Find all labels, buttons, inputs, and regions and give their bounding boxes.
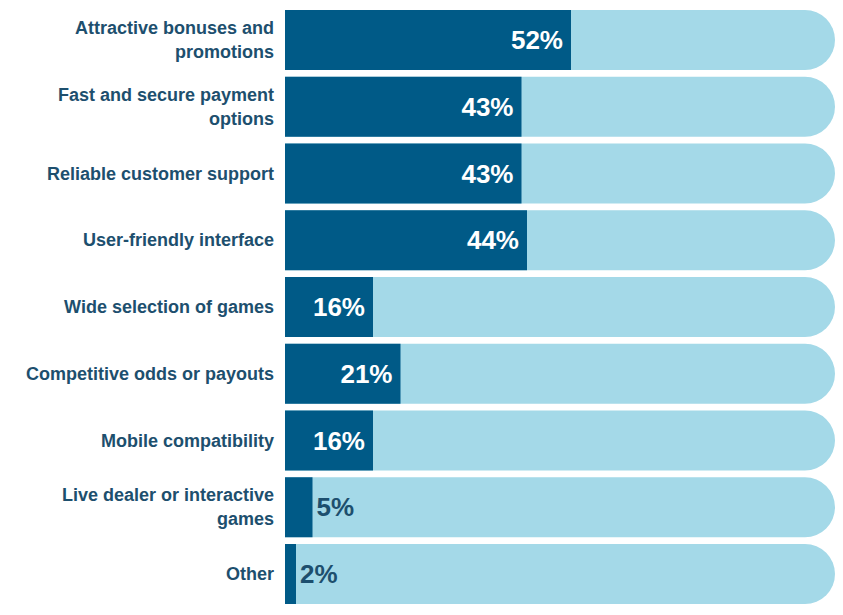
- category-label-text: Fast and secure payment options: [0, 83, 274, 131]
- bar-track: [285, 144, 835, 204]
- category-label: Mobile compatibility: [0, 411, 274, 471]
- data-label: 16%: [313, 292, 365, 322]
- data-label: 44%: [467, 225, 519, 255]
- data-label: 16%: [313, 426, 365, 456]
- bar: [285, 144, 522, 204]
- bar-track: [285, 277, 835, 337]
- data-labels: 52% 43% 43% 44% 16% 21% 16% 5% 2%: [300, 25, 563, 589]
- bar: [285, 10, 571, 70]
- bar: [285, 344, 401, 404]
- tracks: [285, 10, 835, 604]
- bar-track: [285, 10, 835, 70]
- bar: [285, 277, 373, 337]
- category-label: Wide selection of games: [0, 277, 274, 337]
- category-label-text: Live dealer or interactive games: [0, 483, 274, 531]
- bar: [285, 210, 527, 270]
- bar-track: [285, 411, 835, 471]
- category-label: Reliable customer support: [0, 144, 274, 204]
- category-label: Competitive odds or payouts: [0, 344, 274, 404]
- bar: [285, 477, 313, 537]
- data-label: 43%: [461, 92, 513, 122]
- data-label: 52%: [511, 25, 563, 55]
- bar-track: [285, 344, 835, 404]
- category-label-text: Reliable customer support: [47, 162, 274, 186]
- category-label: User-friendly interface: [0, 210, 274, 270]
- bar-track: [285, 210, 835, 270]
- data-label: 2%: [300, 559, 338, 589]
- bar-track: [285, 77, 835, 137]
- bar: [285, 77, 522, 137]
- data-label: 21%: [340, 359, 392, 389]
- category-label: Fast and secure payment options: [0, 77, 274, 137]
- category-label-text: User-friendly interface: [83, 228, 274, 252]
- chart-root: 52% 43% 43% 44% 16% 21% 16% 5% 2% Attractive bon…: [0, 0, 843, 615]
- data-label: 5%: [317, 492, 355, 522]
- bar-track: [285, 477, 835, 537]
- category-label-text: Wide selection of games: [64, 295, 274, 319]
- bar: [285, 544, 296, 604]
- bar: [285, 411, 373, 471]
- category-label: Attractive bonuses and promotions: [0, 10, 274, 70]
- category-label-text: Mobile compatibility: [101, 429, 274, 453]
- bar-track: [285, 544, 835, 604]
- category-label-text: Attractive bonuses and promotions: [0, 16, 274, 64]
- category-label: Live dealer or interactive games: [0, 477, 274, 537]
- data-label: 43%: [461, 159, 513, 189]
- category-label: Other: [0, 544, 274, 604]
- category-label-text: Other: [226, 562, 274, 586]
- category-label-text: Competitive odds or payouts: [26, 362, 274, 386]
- bars: [285, 10, 571, 604]
